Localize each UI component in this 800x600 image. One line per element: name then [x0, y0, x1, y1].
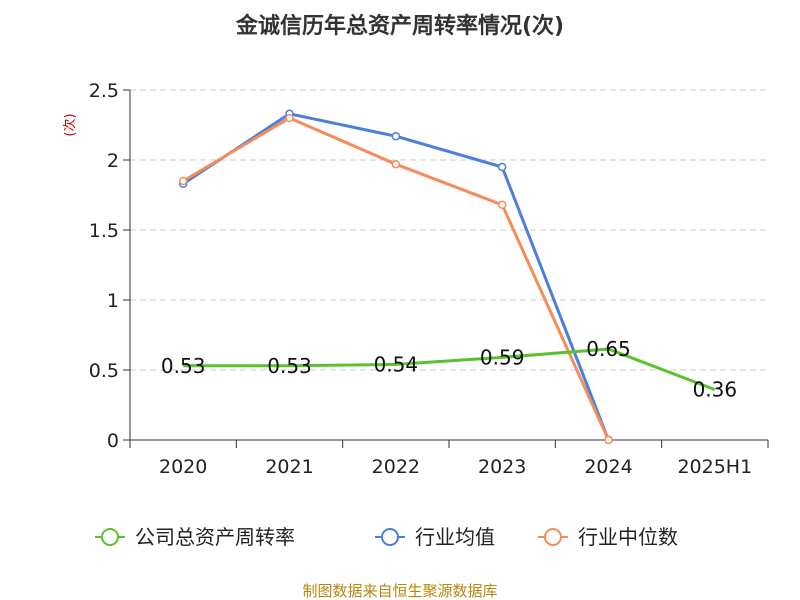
data-labels: 0.53 0.53 0.54 0.59 0.65 0.36	[161, 337, 737, 402]
y-tick-label: 0.5	[89, 360, 119, 382]
legend: 公司总资产周转率 行业均值 行业中位数	[95, 525, 678, 549]
series-point-1	[391, 131, 401, 141]
data-label: 0.53	[161, 354, 206, 378]
x-tick-label: 2025H1	[677, 456, 752, 478]
series-point-2	[497, 200, 507, 210]
data-label: 0.54	[374, 352, 419, 376]
y-tick-label: 2.5	[89, 80, 119, 102]
axes: 0 0.5 1 1.5 2 2.5 2020 2021 2022 2023 2024 2025H1	[89, 80, 769, 478]
y-tick-label: 1.5	[89, 220, 119, 242]
y-tick-label: 1	[107, 290, 119, 312]
series-point-2	[604, 435, 613, 445]
series-point-2	[285, 113, 294, 123]
series-line-0	[183, 347, 716, 392]
legend-marker	[381, 528, 399, 546]
x-tick-label: 2020	[159, 456, 207, 478]
data-label: 0.36	[693, 378, 738, 402]
series-group	[178, 109, 716, 445]
legend-label: 行业中位数	[578, 525, 678, 549]
chart-title: 金诚信历年总资产周转率情况(次)	[235, 13, 564, 39]
grid-lines	[130, 89, 768, 371]
y-tick-label: 0	[107, 430, 119, 452]
legend-marker	[544, 528, 562, 546]
data-label: 0.65	[586, 337, 631, 361]
data-label: 0.59	[480, 345, 525, 369]
source-note: 制图数据来自恒生聚源数据库	[302, 582, 497, 600]
data-label: 0.53	[267, 354, 312, 378]
x-tick-label: 2021	[265, 456, 313, 478]
y-tick-label: 2	[107, 150, 119, 172]
x-tick-label: 2023	[478, 456, 526, 478]
legend-label: 行业均值	[415, 525, 495, 549]
y-axis-label: (次)	[62, 113, 78, 136]
legend-label: 公司总资产周转率	[135, 525, 295, 549]
series-point-2	[178, 176, 188, 186]
legend-marker	[101, 528, 119, 546]
x-tick-label: 2022	[372, 456, 420, 478]
series-point-1	[497, 162, 507, 172]
series-point-2	[391, 159, 401, 169]
x-tick-label: 2024	[584, 456, 632, 478]
